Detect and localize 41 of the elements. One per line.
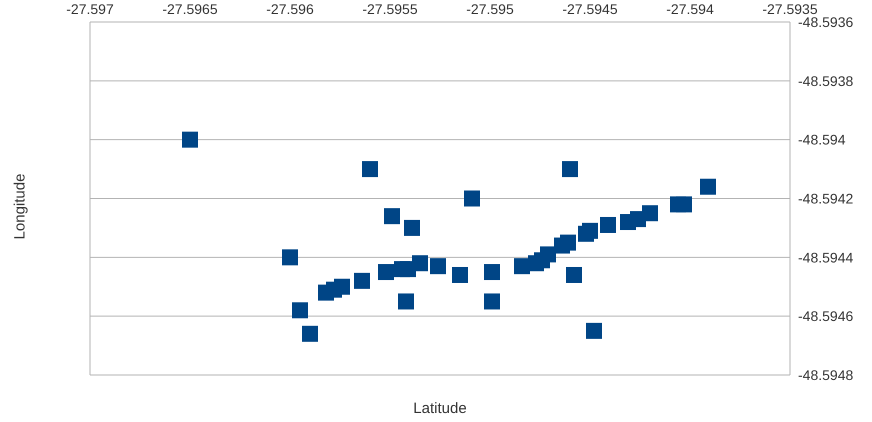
point [484, 264, 500, 280]
point [600, 216, 616, 233]
point [182, 132, 198, 148]
y-tick-label: -48.5938 [798, 72, 854, 89]
x-tick-label: -27.5955 [362, 1, 418, 17]
point [484, 293, 500, 310]
point [562, 161, 578, 178]
point [464, 190, 480, 206]
x-tick-label: -27.597 [66, 1, 114, 17]
y-tick-label: -48.5944 [798, 249, 854, 266]
point [378, 264, 394, 280]
point [566, 266, 582, 283]
y-tick-label: -48.5948 [798, 366, 854, 383]
point [302, 326, 318, 342]
point [292, 302, 308, 318]
point [412, 255, 428, 272]
x-tick-label: -27.595 [466, 1, 514, 17]
point [282, 249, 298, 266]
point [642, 205, 658, 222]
point [362, 161, 378, 178]
y-tick-label: -48.594 [798, 132, 846, 148]
point [404, 220, 420, 236]
point [452, 266, 468, 283]
point [586, 322, 602, 339]
point [398, 293, 414, 310]
point [560, 234, 576, 251]
y-axis-title: Longitude [12, 172, 28, 242]
x-tick-label: -27.5965 [162, 1, 218, 17]
x-tick-label: -27.596 [266, 1, 314, 17]
y-tick-label: -48.5942 [798, 190, 854, 206]
x-tick-label: -27.5945 [562, 1, 618, 17]
point [582, 222, 598, 239]
x-tick-label: -27.594 [666, 1, 714, 17]
point [676, 196, 692, 212]
point [334, 278, 350, 295]
point [354, 272, 370, 289]
point [384, 208, 400, 224]
point [700, 178, 716, 195]
x-axis-title: Latitude [412, 400, 468, 417]
y-tick-label: -48.5946 [798, 308, 854, 324]
point [430, 258, 446, 274]
